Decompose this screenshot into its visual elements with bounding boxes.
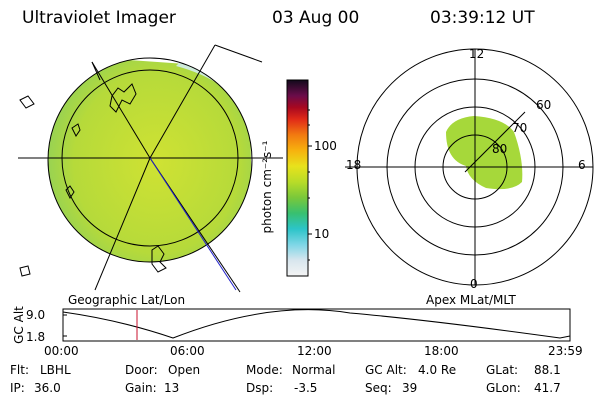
timeline-ytick-9: 9.0 <box>26 308 46 322</box>
glat-label: GLat: <box>486 363 519 377</box>
door-label: Door: <box>125 363 158 377</box>
glon-value: 41.7 <box>534 381 561 395</box>
timeline-ytick-1-8: 1.8 <box>26 330 46 344</box>
polar-plot <box>345 48 594 286</box>
flt-value: LBHL <box>40 363 71 377</box>
door-value: Open <box>168 363 201 377</box>
flt-label: Flt: <box>10 363 29 377</box>
gain-value: 13 <box>164 381 180 395</box>
mlt-label-12: 12 <box>469 47 485 61</box>
dsp-value: -3.5 <box>294 381 318 395</box>
colorbar-tick-10: 10 <box>314 227 330 241</box>
ip-value: 36.0 <box>34 381 61 395</box>
colorbar <box>286 79 312 277</box>
mlt-label-18: 18 <box>346 158 362 172</box>
seq-label: Seq: <box>365 381 392 395</box>
mlat-label-70: 70 <box>512 121 528 135</box>
mlat-label-80: 80 <box>492 142 508 156</box>
timeline-xtick-0600: 06:00 <box>170 344 205 358</box>
mode-value: Normal <box>292 363 336 377</box>
gain-label: Gain: <box>125 381 157 395</box>
mode-label: Mode: <box>246 363 283 377</box>
instrument-title: Ultraviolet Imager <box>22 8 176 28</box>
mlt-label-0: 0 <box>470 277 478 291</box>
timeline-xtick-2359: 23:59 <box>548 344 583 358</box>
timeline-xtick-0000: 00:00 <box>44 344 79 358</box>
timeline-xtick-1800: 18:00 <box>424 344 459 358</box>
gcalt-label: GC Alt: <box>365 363 407 377</box>
mlat-label-60: 60 <box>536 98 552 112</box>
mlt-label-6: 6 <box>578 158 586 172</box>
seq-value: 39 <box>402 381 418 395</box>
globe-image <box>18 44 283 293</box>
left-panel-caption: Geographic Lat/Lon <box>68 293 186 307</box>
timeline-ylabel: GC Alt <box>12 306 26 344</box>
date-label: 03 Aug 00 <box>272 8 360 28</box>
time-label: 03:39:12 UT <box>430 8 535 28</box>
timeline-xtick-1200: 12:00 <box>297 344 332 358</box>
ip-label: IP: <box>10 381 25 395</box>
right-panel-caption: Apex MLat/MLT <box>426 293 516 307</box>
glat-value: 88.1 <box>534 363 561 377</box>
orbit-timeline <box>62 308 571 342</box>
glon-label: GLon: <box>486 381 521 395</box>
dsp-label: Dsp: <box>246 381 274 395</box>
colorbar-unit-label: photon cm⁻²s⁻¹ <box>260 140 274 234</box>
colorbar-tick-100: 100 <box>314 139 337 153</box>
gcalt-value: 4.0 Re <box>418 363 457 377</box>
